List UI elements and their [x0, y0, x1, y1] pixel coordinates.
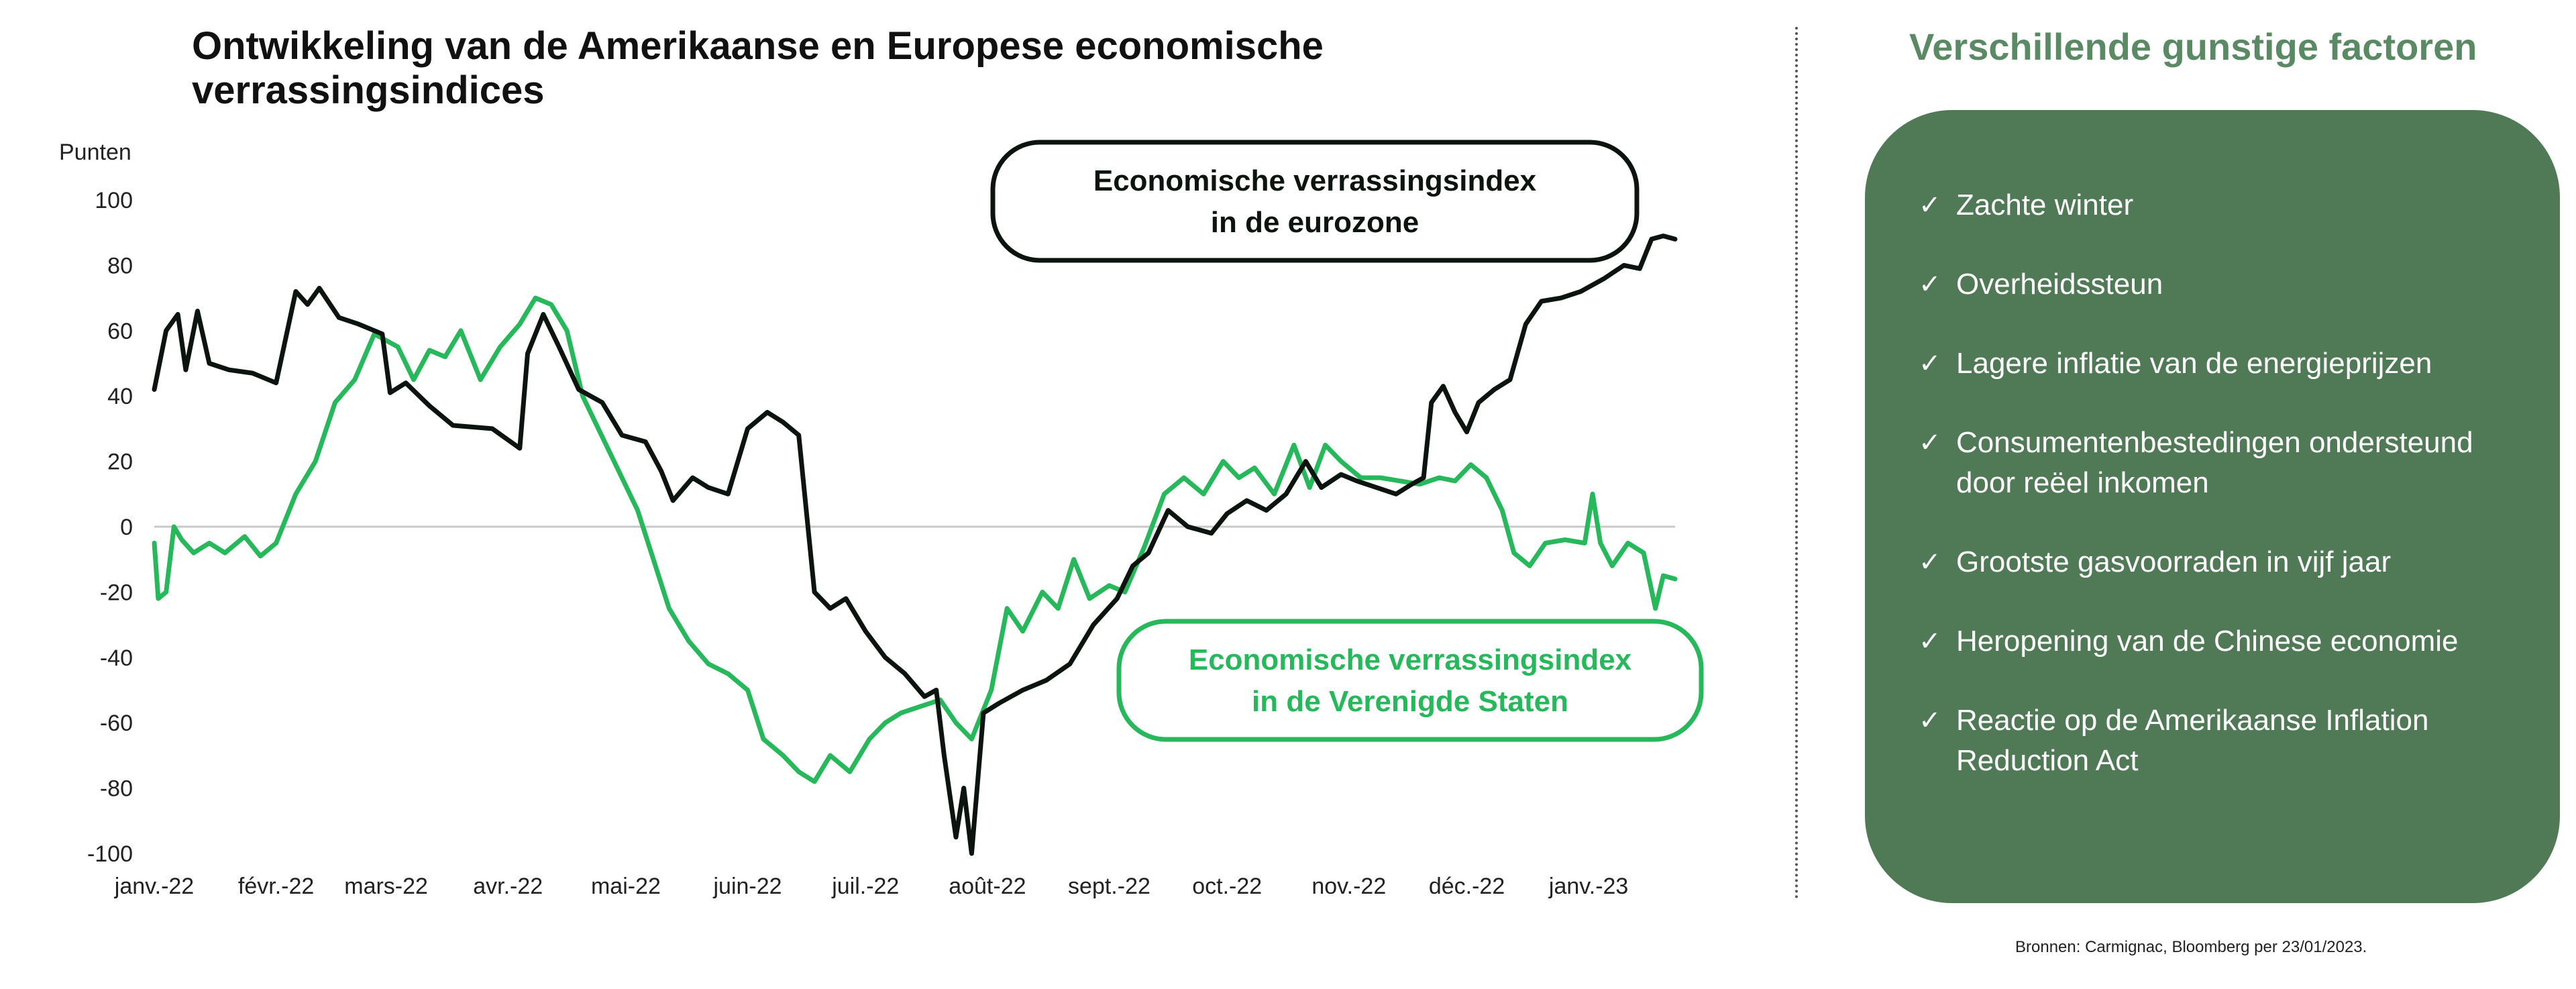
x-tick-label: avr.-22 — [473, 874, 543, 899]
factor-text: Grootste gasvoorraden in vijf jaar — [1956, 545, 2392, 578]
y-tick-label: 0 — [120, 515, 133, 540]
y-tick-label: -80 — [100, 776, 133, 802]
x-tick-label: janv.-22 — [114, 874, 194, 899]
source-note: Bronnen: Carmignac, Bloomberg per 23/01/… — [2015, 938, 2367, 956]
factor-text: Consumentenbestedingen ondersteund door … — [1956, 426, 2473, 499]
section-divider — [1795, 27, 1798, 899]
y-tick-label: 60 — [107, 319, 133, 344]
check-icon: ✓ — [1919, 706, 1941, 735]
y-tick-label: -40 — [100, 645, 133, 671]
y-axis-label: Punten — [59, 140, 131, 165]
check-icon: ✓ — [1919, 191, 1941, 220]
x-tick-label: juil.-22 — [831, 874, 899, 899]
y-tick-label: -60 — [100, 711, 133, 736]
y-tick-label: 80 — [107, 253, 133, 278]
callout-box-us — [1116, 619, 1704, 742]
check-icon: ✓ — [1919, 428, 1941, 458]
check-icon: ✓ — [1919, 627, 1941, 656]
y-tick-label: -100 — [87, 841, 133, 867]
check-icon: ✓ — [1919, 270, 1941, 299]
x-tick-label: févr.-22 — [238, 874, 314, 899]
factor-item: ✓ Overheidssteun — [1919, 264, 2533, 305]
factor-item: ✓ Heropening van de Chinese economie — [1919, 621, 2533, 662]
callout-box-eurozone — [990, 140, 1640, 263]
check-icon: ✓ — [1919, 548, 1941, 577]
factor-item: ✓ Grootste gasvoorraden in vijf jaar — [1919, 542, 2533, 582]
callout-label-us: in de Verenigde Staten — [1252, 685, 1568, 718]
x-tick-label: mars-22 — [344, 874, 428, 899]
callout-label-us: Economische verrassingsindex — [1189, 643, 1632, 676]
chart-title: Ontwikkeling van de Amerikaanse en Europ… — [192, 24, 1324, 112]
factor-item: ✓ Lagere inflatie van de energieprijzen — [1919, 344, 2533, 384]
factor-text: Heropening van de Chinese economie — [1956, 625, 2459, 658]
x-tick-label: août-22 — [949, 874, 1026, 899]
factor-text: Overheidssteun — [1956, 268, 2163, 301]
y-tick-label: 100 — [95, 188, 133, 213]
y-tick-label: 40 — [107, 384, 133, 409]
check-icon: ✓ — [1919, 349, 1941, 378]
x-tick-label: oct.-22 — [1192, 874, 1262, 899]
y-tick-label: 20 — [107, 450, 133, 475]
x-tick-label: janv.-23 — [1548, 874, 1628, 899]
x-tick-label: sept.-22 — [1068, 874, 1150, 899]
y-tick-label: -20 — [100, 580, 133, 605]
factors-panel: ✓ Zachte winter ✓ Overheidssteun ✓ Lager… — [1865, 110, 2560, 903]
factor-text: Zachte winter — [1956, 189, 2134, 221]
callout-label-eurozone: in de eurozone — [1211, 206, 1419, 239]
series-line-eurozone — [152, 233, 1678, 856]
x-tick-label: juin-22 — [713, 874, 782, 899]
factor-text: Reactie op de Amerikaanse Inflation Redu… — [1956, 704, 2429, 777]
x-tick-label: déc.-22 — [1429, 874, 1505, 899]
factor-text: Lagere inflatie van de energieprijzen — [1956, 347, 2432, 380]
factor-item: ✓ Zachte winter — [1919, 185, 2533, 225]
callout-label-eurozone: Economische verrassingsindex — [1093, 164, 1537, 197]
panel-title: Verschillende gunstige factoren — [1909, 25, 2477, 68]
factor-item: ✓ Reactie op de Amerikaanse Inflation Re… — [1919, 700, 2533, 781]
factor-item: ✓ Consumentenbestedingen ondersteund doo… — [1919, 423, 2533, 503]
x-tick-label: mai-22 — [591, 874, 661, 899]
line-chart: Punten 100 80 60 40 20 0 -20 -40 -60 -80 -100 janv.-… — [59, 140, 1704, 899]
x-tick-label: nov.-22 — [1311, 874, 1386, 899]
